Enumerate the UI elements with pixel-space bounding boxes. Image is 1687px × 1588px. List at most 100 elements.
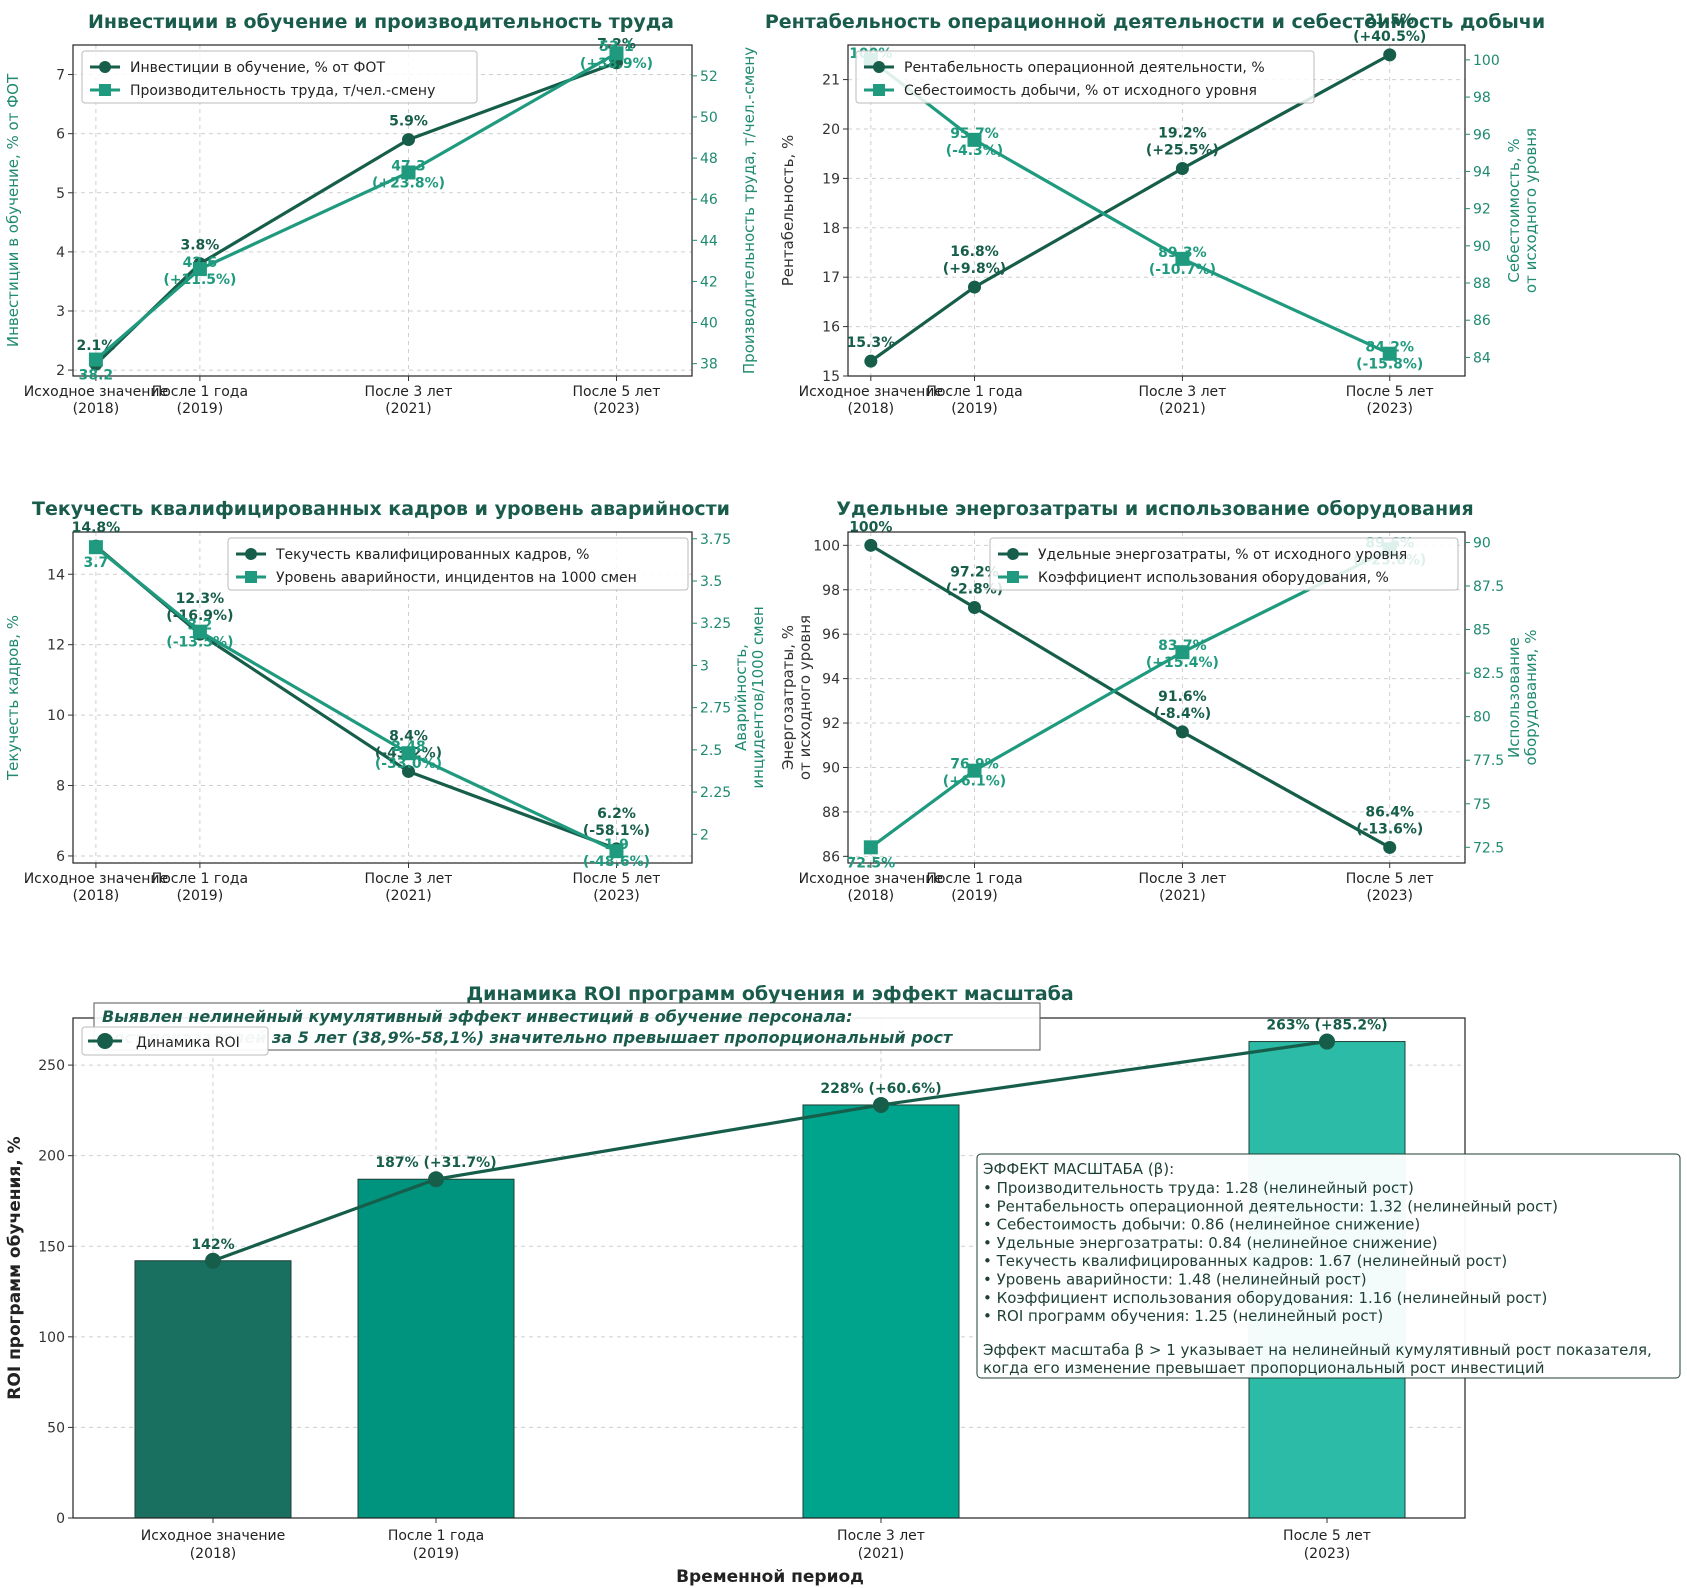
right-tick-label: 86 xyxy=(1473,313,1491,329)
left-axis-label-line: от исходного уровня xyxy=(796,615,814,780)
right-tick-label: 87.5 xyxy=(1473,579,1504,595)
data-label-line: (-16.9%) xyxy=(166,608,233,624)
line-chart-4: Удельные энергозатраты и использование о… xyxy=(779,498,1540,904)
right-axis-label-line: Использование xyxy=(1505,637,1523,758)
right-tick-label: 96 xyxy=(1473,127,1491,143)
right-tick-label: 52 xyxy=(700,69,718,85)
data-label-line: 16.8% xyxy=(950,244,999,260)
left-tick-label: 18 xyxy=(822,221,840,237)
data-label: 6.2% (-58.1%) xyxy=(583,806,650,839)
legend-label: Себестоимость добычи, % от исходного уро… xyxy=(904,83,1257,99)
data-label-line: 5.9% xyxy=(389,114,428,130)
x-tick-label-line: После 3 лет xyxy=(1138,384,1226,400)
legend-label: Рентабельность операционной деятельности… xyxy=(904,60,1265,76)
data-label-line: 47.3 xyxy=(391,158,426,174)
data-label-line: 95.7% xyxy=(950,126,999,142)
left-tick-label: 92 xyxy=(822,716,840,732)
series-line-2 xyxy=(869,58,1391,356)
x-tick-label: После 1 года (2019) xyxy=(926,871,1022,904)
left-tick-label: 3 xyxy=(56,304,65,320)
right-tick-label: 94 xyxy=(1473,164,1491,180)
data-label: 3.2 (-13.5%) xyxy=(166,618,233,651)
scale-box-item: • ROI программ обучения: 1.25 (нелинейны… xyxy=(983,1307,1383,1325)
chart-title: Инвестиции в обучение и производительнос… xyxy=(88,11,674,33)
roi-point xyxy=(205,1252,221,1269)
right-tick-label: 38 xyxy=(700,357,718,373)
data-point-circle xyxy=(864,354,878,368)
data-label-line: (+15.4%) xyxy=(1146,655,1219,671)
left-tick-label: 94 xyxy=(822,672,840,688)
bar xyxy=(134,1260,292,1519)
right-axis-label: Использованиеоборудования, % xyxy=(1505,630,1540,766)
scale-box-item: • Коэффициент использования оборудования… xyxy=(983,1289,1547,1307)
data-label: 1.9 (-48.6%) xyxy=(583,837,650,870)
left-tick-label: 98 xyxy=(822,583,840,599)
data-label: 84.2% (-15.8%) xyxy=(1356,340,1423,373)
data-label-line: (-10.7%) xyxy=(1149,262,1216,278)
left-axis-label-line: Энергозатраты, % xyxy=(779,625,797,770)
data-point-square xyxy=(967,132,982,147)
data-point-square xyxy=(1175,645,1190,660)
x-tick-label-line: Исходное значение xyxy=(141,1528,285,1544)
x-tick-label-line: Исходное значение xyxy=(24,871,168,887)
y-tick-label: 200 xyxy=(38,1149,65,1165)
data-point-square xyxy=(609,46,624,61)
legend-box xyxy=(855,50,1315,104)
x-tick-label-line: (2023) xyxy=(1304,1546,1351,1562)
legend-label: Текучесть квалифицированных кадров, % xyxy=(275,547,589,563)
x-tick-label-line: (2018) xyxy=(848,401,895,417)
y-tick-label: 0 xyxy=(56,1511,65,1527)
data-point-square xyxy=(863,840,878,855)
x-tick-label-line: После 3 лет xyxy=(365,871,453,887)
data-label-line: 8.4% xyxy=(389,728,428,744)
x-tick-label-line: (2018) xyxy=(848,888,895,904)
right-axis-label: Себестоимость, %от исходного уровня xyxy=(1505,128,1540,293)
x-tick-label-line: (2019) xyxy=(177,401,224,417)
data-label: 3.7 xyxy=(83,555,108,571)
data-label: 97.2% (-2.8%) xyxy=(946,565,1003,598)
x-tick-label-line: (2018) xyxy=(73,401,120,417)
left-tick-label: 17 xyxy=(822,270,840,286)
x-tick-label-line: (2018) xyxy=(190,1546,237,1562)
data-label-line: (+6.1%) xyxy=(943,774,1006,790)
data-point-circle xyxy=(401,764,415,778)
bar-chart: Динамика ROI программ обучения и эффект … xyxy=(5,983,1681,1587)
x-tick-label: После 5 лет (2023) xyxy=(1346,871,1434,904)
legend-marker-circle xyxy=(245,548,257,560)
x-tick-label: После 5 лет (2023) xyxy=(1283,1528,1371,1562)
x-axis-label: Временной период xyxy=(676,1567,864,1587)
series-line-2 xyxy=(94,545,618,853)
bar-value-label: 187% (+31.7%) xyxy=(375,1155,496,1171)
data-label-line: (-13.5%) xyxy=(166,635,233,651)
data-label-line: 97.2% xyxy=(950,565,999,581)
data-label-line: (+25.5%) xyxy=(1146,143,1219,159)
right-axis-label: Производительность труда, т/чел.-смену xyxy=(740,47,758,374)
data-label-line: 21.5% xyxy=(1365,12,1414,28)
x-tick-label-line: (2019) xyxy=(951,401,998,417)
legend-marker-square xyxy=(873,84,885,96)
left-tick-label: 4 xyxy=(56,245,65,261)
legend-label: Инвестиции в обучение, % от ФОТ xyxy=(130,60,385,76)
x-tick-label-line: После 3 лет xyxy=(365,384,453,400)
left-tick-label: 15 xyxy=(822,369,840,385)
data-label: 3.8% xyxy=(180,238,219,254)
right-tick-label: 2 xyxy=(700,827,709,843)
data-label: 47.3 (+23.8%) xyxy=(372,158,445,191)
x-tick-label-line: После 5 лет xyxy=(573,384,661,400)
right-tick-label: 100 xyxy=(1473,53,1500,69)
data-label: 91.6% (-8.4%) xyxy=(1154,689,1211,722)
x-tick-label-line: (2019) xyxy=(177,888,224,904)
legend-marker-circle xyxy=(1007,548,1019,560)
data-label: 89.3% (-10.7%) xyxy=(1149,245,1216,278)
right-tick-label: 90 xyxy=(1473,239,1491,255)
series-line-1 xyxy=(94,61,618,366)
x-tick-label-line: (2021) xyxy=(858,1546,905,1562)
x-tick-label-line: Исходное значение xyxy=(799,384,943,400)
x-tick-label: После 3 лет (2021) xyxy=(365,871,453,904)
data-point-square xyxy=(192,624,207,639)
x-tick-label-line: (2021) xyxy=(1159,401,1206,417)
x-tick-label: После 3 лет (2021) xyxy=(1138,871,1226,904)
x-tick-label: Исходное значение (2018) xyxy=(799,871,943,904)
right-tick-label: 3.75 xyxy=(700,532,731,548)
data-point-circle xyxy=(967,601,981,615)
